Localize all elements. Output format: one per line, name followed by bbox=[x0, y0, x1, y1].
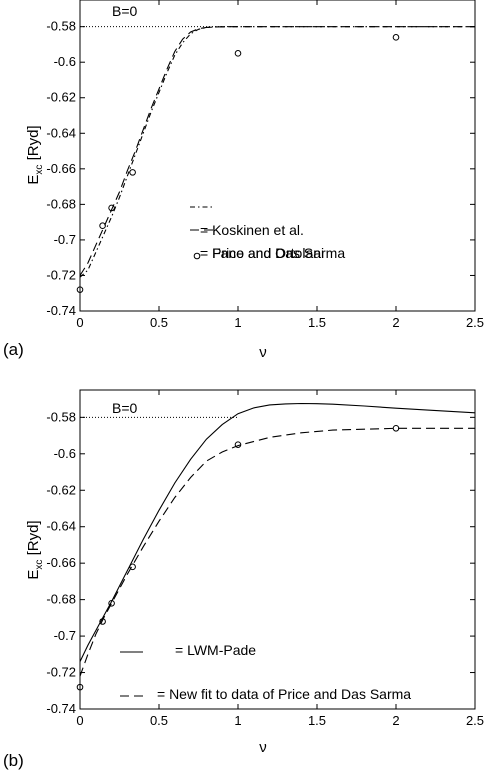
y-tick-label: -0.62 bbox=[46, 482, 76, 497]
y-tick-label: -0.64 bbox=[46, 519, 76, 534]
x-tick-label: 0 bbox=[76, 713, 83, 728]
y-tick-label: -0.7 bbox=[54, 628, 76, 643]
data-point bbox=[234, 441, 242, 448]
y-tick-label: -0.58 bbox=[46, 409, 76, 424]
panel-b: 0 0.5 1 1.5 2 2.5 -0.58 -0.6 -0.62 -0.64 -0.66 -0.6… bbox=[3, 389, 484, 770]
y-tick-label: -0.66 bbox=[46, 555, 76, 570]
plot-frame-a bbox=[79, 0, 476, 312]
ticks-b: 0 0.5 1 1.5 2 2.5 -0.58 -0.6 -0.62 -0.64 -0.66 -0.6… bbox=[46, 390, 484, 728]
data-point bbox=[99, 618, 106, 625]
annotation-a: B=0 bbox=[112, 3, 138, 19]
x-tick-label: 0.5 bbox=[150, 315, 168, 330]
data-point bbox=[108, 599, 115, 607]
y-tick-label: -0.58 bbox=[46, 19, 76, 34]
y-tick-label: -0.74 bbox=[46, 701, 76, 716]
x-tick-label: 1.5 bbox=[308, 713, 326, 728]
legend-b: = LWM-Pade = New fit to data of Price an… bbox=[120, 642, 411, 702]
y-axis-label-unit-b: [Ryd] bbox=[25, 520, 42, 559]
x-tick-label: 0.5 bbox=[150, 713, 168, 728]
y-tick-label: -0.72 bbox=[46, 267, 76, 282]
x-axis-label-a: ν bbox=[259, 344, 267, 361]
y-tick-label: -0.72 bbox=[46, 665, 76, 680]
svg-text:Exc [Ryd]: Exc [Ryd] bbox=[25, 520, 45, 579]
y-axis-label-main-b: E bbox=[25, 570, 42, 580]
legend-entry-new-fit: = New fit to data of Price and Das Sarma bbox=[157, 686, 411, 702]
y-axis-label-main-a: E bbox=[25, 175, 42, 185]
y-tick-label: -0.66 bbox=[46, 161, 76, 176]
data-point bbox=[108, 204, 115, 212]
annotation-b: B=0 bbox=[112, 400, 138, 416]
x-tick-label: 1 bbox=[234, 315, 241, 330]
y-axis-label-unit-a: [Ryd] bbox=[25, 125, 42, 164]
panel-a: 0 0.5 1 1.5 2 2.5 -0.58 -0.6 -0.62 -0.64 -0.66 -0.6… bbox=[3, 0, 484, 361]
y-tick-label: -0.64 bbox=[46, 125, 76, 140]
y-tick-label: -0.7 bbox=[54, 232, 76, 247]
legend-entry-koskinen: = Koskinen et al. bbox=[200, 222, 304, 238]
y-tick-label: -0.6 bbox=[54, 54, 76, 69]
legend-entry-lwm-pade: = LWM-Pade bbox=[175, 642, 256, 658]
y-axis-label-b: Exc [Ryd] bbox=[25, 520, 45, 579]
x-tick-label: 0 bbox=[76, 315, 83, 330]
x-tick-label: 2 bbox=[392, 315, 399, 330]
series-line-1 bbox=[79, 26, 475, 278]
series-line-2 bbox=[79, 427, 475, 677]
y-tick-label: -0.62 bbox=[46, 90, 76, 105]
data-point bbox=[129, 563, 136, 571]
legend-a: = Koskinen et al. = Fano and Ortolani = … bbox=[190, 206, 345, 261]
data-point bbox=[129, 169, 136, 176]
panel-label-a: (a) bbox=[3, 340, 24, 359]
y-tick-label: -0.74 bbox=[46, 303, 76, 318]
x-tick-label: 2.5 bbox=[466, 713, 484, 728]
x-tick-label: 1.5 bbox=[308, 315, 326, 330]
series-line-1 bbox=[79, 402, 476, 662]
y-tick-label: -0.68 bbox=[46, 196, 76, 211]
data-point bbox=[76, 286, 84, 293]
data-point bbox=[99, 222, 106, 229]
x-tick-label: 2.5 bbox=[466, 315, 484, 330]
series-line-2 bbox=[79, 26, 475, 276]
y-axis-label-sub-b: xc bbox=[34, 560, 45, 570]
data-point bbox=[234, 50, 242, 57]
y-axis-label-sub-a: xc bbox=[34, 165, 45, 175]
data-point bbox=[392, 34, 400, 41]
legend-marker bbox=[193, 252, 201, 260]
legend-entry-fano-ortolani: = Fano and Ortolani bbox=[200, 245, 324, 261]
ticks-a: 0 0.5 1 1.5 2 2.5 -0.58 -0.6 -0.62 -0.64 -0.66 -0.6… bbox=[46, 0, 484, 330]
svg-text:Exc [Ryd]: Exc [Ryd] bbox=[25, 125, 45, 184]
panel-label-b: (b) bbox=[3, 751, 24, 770]
y-tick-label: -0.6 bbox=[54, 446, 76, 461]
plot-frame-b bbox=[79, 389, 476, 710]
data-point bbox=[76, 683, 84, 691]
y-axis-label-a: Exc [Ryd] bbox=[25, 125, 45, 184]
x-axis-label-b: ν bbox=[259, 739, 267, 756]
legend-entry-price-das-sarma: = Price and Das Sarma bbox=[200, 245, 345, 261]
data-point bbox=[392, 424, 400, 432]
x-tick-label: 2 bbox=[392, 713, 399, 728]
x-tick-label: 1 bbox=[234, 713, 241, 728]
series-a bbox=[76, 26, 475, 293]
y-tick-label: -0.68 bbox=[46, 592, 76, 607]
series-b bbox=[76, 402, 476, 691]
